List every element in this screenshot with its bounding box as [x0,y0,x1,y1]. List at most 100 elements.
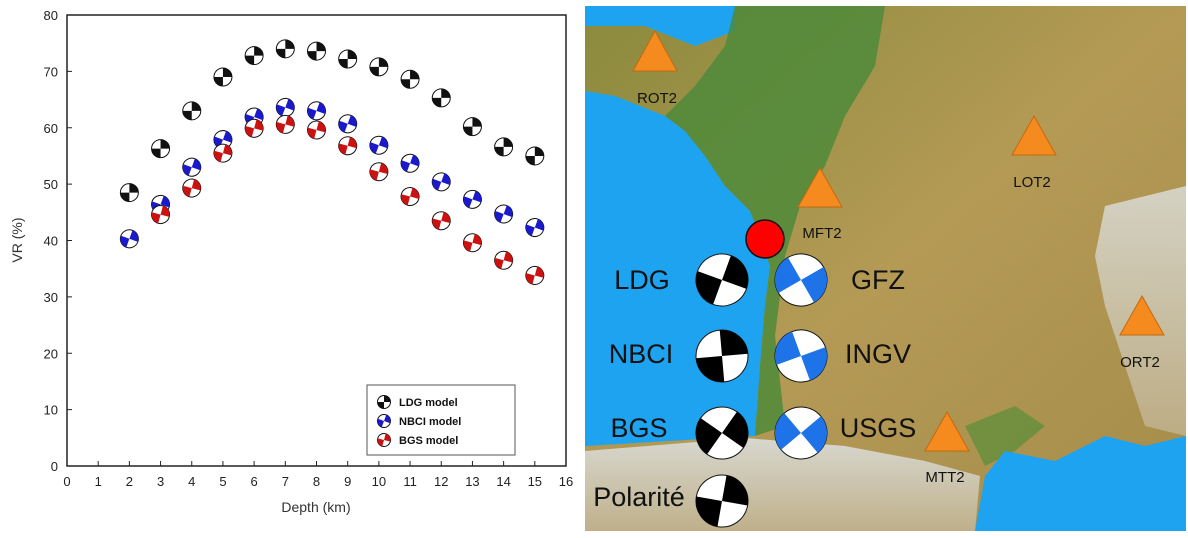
data-point [338,136,358,156]
data-point [275,39,295,59]
legend-box [366,384,516,456]
y-axis: 0 10 20 30 40 50 60 70 80 [44,8,72,474]
legend-marker [377,414,391,428]
data-point [400,187,420,207]
data-point [307,120,326,140]
y-tick-label: 20 [44,346,58,361]
x-axis-title: Depth (km) [281,499,350,515]
x-tick-label: 7 [282,474,289,489]
data-point [494,250,514,270]
station-mft2: MFT2 [797,166,843,242]
data-point [213,130,233,150]
focal-mechanisms [695,253,828,528]
mechanism-label-ingv: INGV [845,339,911,369]
mechanism-label-gfz: GFZ [851,265,905,295]
mediterranean [975,436,1186,531]
vr-depth-chart: 0 1 2 3 4 5 6 7 8 9 10 11 12 13 14 15 16 0 10 20 30 40 50 60 70… [0,0,580,533]
data-point [462,189,482,209]
focal-mechanism-ldg-icon [695,253,749,307]
x-tick-label: 2 [126,474,133,489]
data-point [307,101,326,121]
data-point [338,49,358,69]
lowland-south [965,406,1045,466]
x-tick-label: 3 [157,474,164,489]
x-tick-label: 10 [372,474,386,489]
station-mtt2: MTT2 [924,410,970,486]
legend-marker [377,433,391,447]
data-point [275,97,295,117]
station-label: LOT2 [1013,174,1051,191]
y-tick-label: 0 [51,459,58,474]
data-point [431,88,451,108]
data-point [369,57,389,77]
legend-label: BGS model [399,435,458,447]
data-point [462,117,482,137]
data-point [338,114,358,134]
legend-label: NBCI model [399,416,461,428]
station-lot2: LOT2 [1011,114,1057,191]
data-point [369,135,389,155]
x-tick-label: 13 [465,474,479,489]
data-point [275,114,295,134]
station-rot2: ROT2 [632,29,678,107]
data-point [213,67,233,87]
data-point [525,146,545,166]
y-tick-label: 10 [44,403,58,418]
data-point [431,172,451,192]
y-tick-label: 30 [44,290,58,305]
map-canvas: ROT2 LOT2 MFT2 ORT2 MTT2 LDG NBCI BGS Po… [585,6,1186,531]
focal-mechanism-usgs-icon [774,406,828,460]
data-point [307,41,326,61]
mechanism-label-usgs: USGS [840,413,917,443]
data-point [369,162,389,182]
data-point [213,143,233,163]
x-tick-label: 8 [313,474,320,489]
legend-marker [377,395,391,409]
data-point [182,178,202,198]
x-tick-label: 0 [63,474,70,489]
x-tick-label: 12 [434,474,448,489]
station-label: ROT2 [637,90,677,107]
station-label: ORT2 [1120,354,1160,371]
data-point [525,265,545,285]
lowland [665,6,885,436]
mechanism-label-polarite: Polarité [593,482,685,512]
data-point [151,205,171,225]
data-point [119,229,139,249]
data-point [244,118,264,138]
station-ort2: ORT2 [1119,294,1165,371]
data-point [462,233,482,253]
series-bgs-model [151,114,545,285]
data-point [431,211,451,231]
mechanism-label-bgs: BGS [610,413,667,443]
epicenter-marker [745,219,785,259]
legend: LDG model NBCI model BGS model [366,384,516,456]
series-ldg-model [119,39,545,203]
focal-mechanism-gfz-icon [774,253,828,307]
station-label: MFT2 [802,225,841,242]
x-tick-label: 14 [496,474,510,489]
focal-mechanism-polarite-icon [695,474,749,528]
data-point [119,183,139,203]
x-tick-label: 1 [95,474,102,489]
focal-mechanism-ingv-icon [774,329,828,383]
x-tick-label: 6 [251,474,258,489]
region-map: ROT2 LOT2 MFT2 ORT2 MTT2 LDG NBCI BGS Po… [585,6,1186,531]
data-point [244,46,264,66]
x-tick-label: 11 [403,474,417,489]
pyrenees [585,438,980,531]
x-tick-label: 16 [559,474,573,489]
x-tick-label: 4 [188,474,195,489]
data-point [151,139,171,159]
y-tick-label: 40 [44,234,58,249]
data-point [494,137,514,157]
data-points [119,39,545,285]
chart-canvas: 0 1 2 3 4 5 6 7 8 9 10 11 12 13 14 15 16 010203040506070… [9,8,573,515]
legend-label: LDG model [399,397,458,409]
data-point [182,157,202,177]
data-point [525,218,545,238]
y-tick-label: 70 [44,64,58,79]
data-point [494,204,514,224]
y-tick-label: 60 [44,121,58,136]
mechanism-label-ldg: LDG [614,265,670,295]
